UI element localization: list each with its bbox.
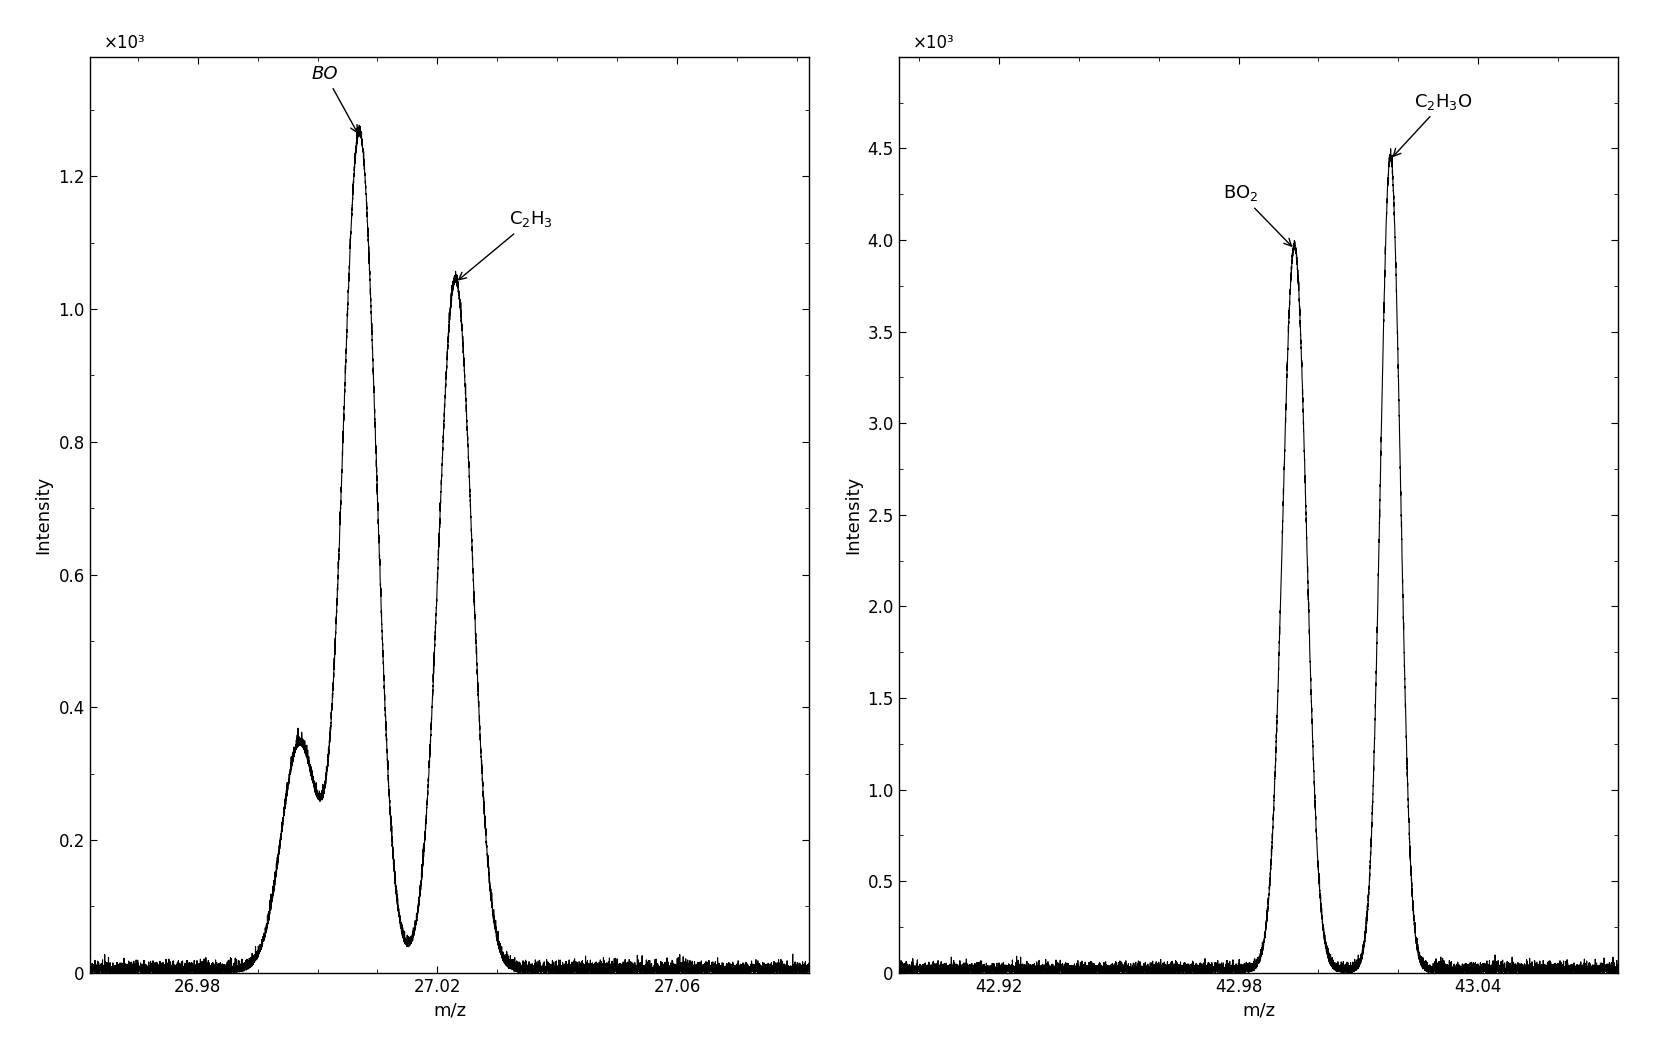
Text: ×10³: ×10³	[104, 34, 145, 53]
Text: C$_2$H$_3$: C$_2$H$_3$	[460, 210, 554, 279]
X-axis label: m/z: m/z	[1241, 1001, 1274, 1019]
Text: ×10³: ×10³	[912, 34, 955, 53]
X-axis label: m/z: m/z	[433, 1001, 466, 1019]
Y-axis label: Intensity: Intensity	[35, 475, 53, 554]
Text: BO$_2$: BO$_2$	[1223, 183, 1291, 246]
Text: BO: BO	[312, 65, 357, 133]
Text: C$_2$H$_3$O: C$_2$H$_3$O	[1393, 92, 1473, 156]
Y-axis label: Intensity: Intensity	[845, 475, 861, 554]
